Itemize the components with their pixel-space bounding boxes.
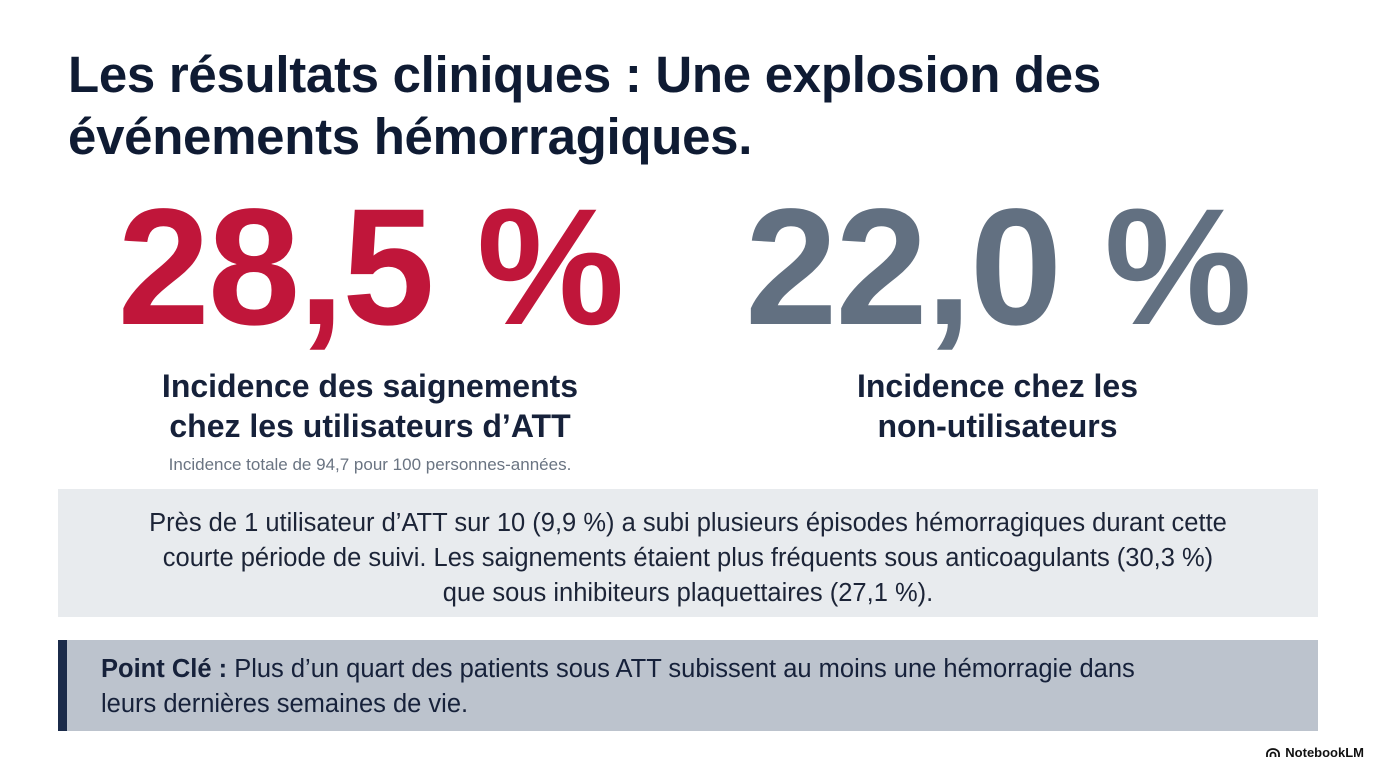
stat-users-subtext: Incidence totale de 94,7 pour 100 person… — [168, 455, 572, 474]
stat-users: 28,5 % Incidence des saignements chez le… — [110, 175, 630, 476]
key-point-line-1: Point Clé : Plus d’un quart des patients… — [101, 652, 1288, 687]
stat-non-users-label: Incidence chez les non-utilisateurs — [735, 366, 1260, 446]
stat-non-users: 22,0 % Incidence chez les non-utilisateu… — [735, 175, 1260, 446]
info-box: Près de 1 utilisateur d’ATT sur 10 (9,9 … — [58, 489, 1318, 617]
key-point-text-2: leurs dernières semaines de vie. — [101, 690, 469, 718]
stat-users-value: 28,5 % — [117, 175, 625, 360]
stat-non-users-label-line-2: non-utilisateurs — [877, 408, 1118, 444]
key-point-text-1: Plus d’un quart des patients sous ATT su… — [234, 655, 1135, 683]
info-line-1: Près de 1 utilisateur d’ATT sur 10 (9,9 … — [149, 509, 1227, 537]
page-title: Les résultats cliniques : Une explosion … — [68, 44, 1268, 168]
info-line-2: courte période de suivi. Les saignements… — [162, 544, 1214, 572]
brand-name: NotebookLM — [1285, 745, 1364, 760]
stat-non-users-label-line-1: Incidence chez les — [856, 368, 1138, 404]
title-line-2: événements hémorragiques. — [68, 108, 753, 165]
stat-users-label: Incidence des saignements chez les utili… — [110, 366, 630, 446]
notebooklm-logo-icon — [1266, 747, 1281, 757]
title-line-1: Les résultats cliniques : Une explosion … — [68, 46, 1101, 103]
key-point-box: Point Clé : Plus d’un quart des patients… — [58, 640, 1318, 731]
key-point-label: Point Clé : — [101, 655, 228, 683]
stat-users-label-line-1: Incidence des saignements — [161, 368, 579, 404]
brand-watermark: NotebookLM — [1266, 745, 1364, 760]
stat-users-label-line-2: chez les utilisateurs d’ATT — [169, 408, 571, 444]
info-line-3: que sous inhibiteurs plaquettaires (27,1… — [442, 579, 934, 607]
stat-non-users-value: 22,0 % — [745, 175, 1252, 360]
